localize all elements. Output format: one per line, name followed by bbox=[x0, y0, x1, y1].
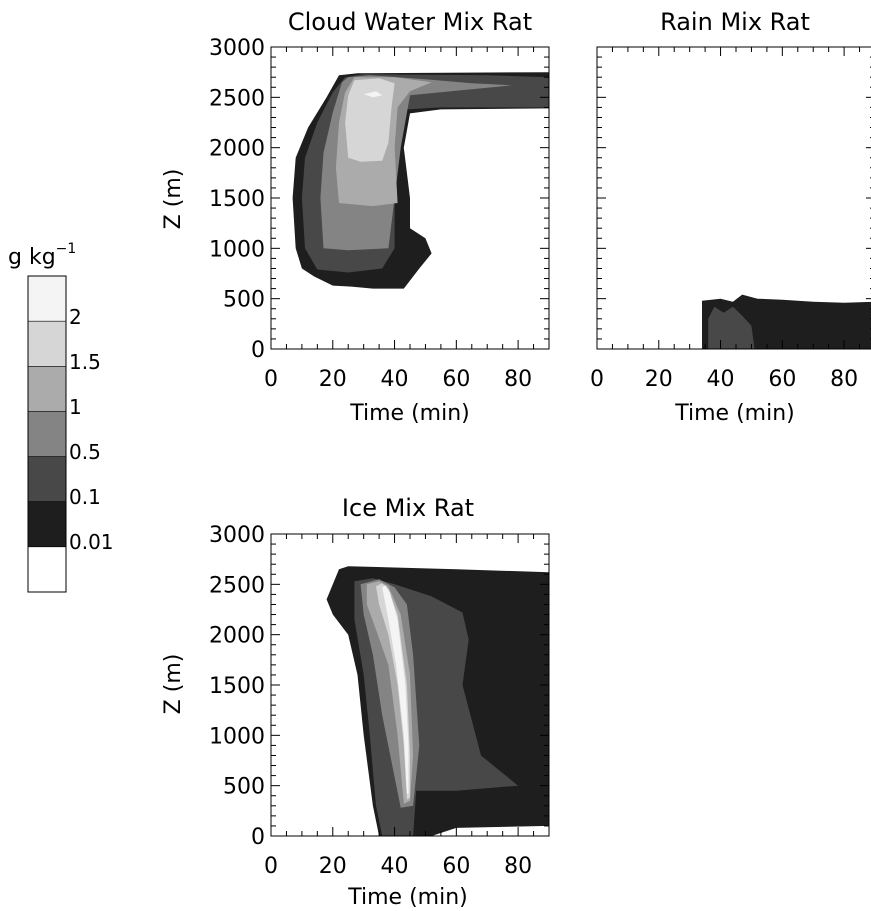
y-axis-label: Z (m) bbox=[161, 654, 186, 715]
y-tick-label: 2500 bbox=[209, 86, 265, 111]
x-tick-label: 60 bbox=[768, 367, 796, 392]
colorbar-label: 1 bbox=[69, 395, 82, 419]
y-tick-label: 1500 bbox=[209, 187, 265, 212]
x-tick-label: 80 bbox=[504, 367, 532, 392]
x-tick-label: 0 bbox=[264, 854, 278, 879]
panel-cloud-water: Cloud Water Mix Rat Z (m) Time (min) 0 20… bbox=[161, 8, 550, 426]
axes: 0 20 40 60 80 0 500 1000 1500 2000 2500 3000 bbox=[209, 36, 550, 392]
colorbar-swatch bbox=[28, 276, 66, 322]
x-tick-label: 40 bbox=[381, 854, 409, 879]
colorbar-swatch bbox=[28, 321, 66, 367]
y-tick-label: 3000 bbox=[209, 523, 265, 548]
x-tick-label: 60 bbox=[442, 367, 470, 392]
colorbar-unit: g kg−1 bbox=[8, 241, 76, 270]
x-axis-label: Time (min) bbox=[674, 401, 795, 426]
x-tick-label: 80 bbox=[504, 854, 532, 879]
colorbar-label: 0.01 bbox=[69, 530, 114, 554]
y-axis-label: Z (m) bbox=[161, 169, 186, 230]
y-tick-label: 2500 bbox=[209, 573, 265, 598]
x-tick-label: 20 bbox=[319, 367, 347, 392]
x-tick-label: 60 bbox=[442, 854, 470, 879]
y-tick-label: 500 bbox=[223, 775, 265, 800]
colorbar-swatch bbox=[28, 366, 66, 412]
panel-title: Rain Mix Rat bbox=[660, 8, 810, 36]
colorbar-swatches bbox=[28, 276, 66, 592]
x-tick-label: 80 bbox=[830, 367, 858, 392]
x-tick-label: 20 bbox=[645, 367, 673, 392]
colorbar-swatch bbox=[28, 546, 66, 592]
x-axis-label: Time (min) bbox=[347, 885, 468, 910]
y-tick-label: 0 bbox=[251, 338, 265, 363]
y-tick-label: 500 bbox=[223, 288, 265, 313]
x-tick-label: 0 bbox=[590, 367, 604, 392]
panel-title: Ice Mix Rat bbox=[342, 494, 474, 522]
y-tick-label: 1000 bbox=[209, 237, 265, 262]
panel-title: Cloud Water Mix Rat bbox=[288, 8, 532, 36]
y-tick-label: 3000 bbox=[209, 36, 265, 61]
contour-regions bbox=[702, 294, 871, 349]
panel-rain: Rain Mix Rat Time (min) 0 20 40 60 80 bbox=[590, 8, 871, 426]
colorbar-swatch bbox=[28, 501, 66, 547]
contour-regions bbox=[326, 566, 549, 836]
axes: 0 20 40 60 80 0 500 1000 1500 2000 2500 3000 bbox=[209, 523, 550, 879]
colorbar-unit-base: g kg bbox=[8, 245, 56, 270]
y-tick-label: 1500 bbox=[209, 674, 265, 699]
colorbar-label: 0.1 bbox=[69, 485, 101, 509]
contour-region-1_5 bbox=[345, 78, 395, 162]
colorbar-swatch bbox=[28, 411, 66, 457]
axes: 0 20 40 60 80 bbox=[590, 46, 871, 392]
x-tick-label: 40 bbox=[707, 367, 735, 392]
contour-region-2 bbox=[363, 91, 383, 98]
x-axis-label: Time (min) bbox=[349, 401, 470, 426]
contour-regions bbox=[292, 72, 549, 289]
colorbar-label: 0.5 bbox=[69, 440, 101, 464]
colorbar: g kg−1 2 1.5 1 0.5 0.1 0.01 bbox=[8, 241, 114, 593]
panel-ice: Ice Mix Rat Z (m) Time (min) 0 20 40 60 80 0 5… bbox=[161, 494, 550, 910]
contour-region-0_1 bbox=[708, 306, 755, 349]
y-tick-label: 1000 bbox=[209, 724, 265, 749]
contour-region-2 bbox=[382, 585, 409, 794]
colorbar-unit-exponent: −1 bbox=[56, 241, 77, 257]
colorbar-labels: 2 1.5 1 0.5 0.1 0.01 bbox=[69, 305, 114, 554]
colorbar-swatch bbox=[28, 456, 66, 502]
x-tick-label: 0 bbox=[264, 367, 278, 392]
contour-region-1 bbox=[366, 581, 414, 804]
x-tick-label: 20 bbox=[319, 854, 347, 879]
y-tick-label: 0 bbox=[251, 825, 265, 850]
y-tick-label: 2000 bbox=[209, 137, 265, 162]
colorbar-label: 2 bbox=[69, 305, 82, 329]
colorbar-label: 1.5 bbox=[69, 350, 101, 374]
x-tick-label: 40 bbox=[381, 367, 409, 392]
y-tick-label: 2000 bbox=[209, 624, 265, 649]
colorbar-frame bbox=[27, 275, 67, 593]
